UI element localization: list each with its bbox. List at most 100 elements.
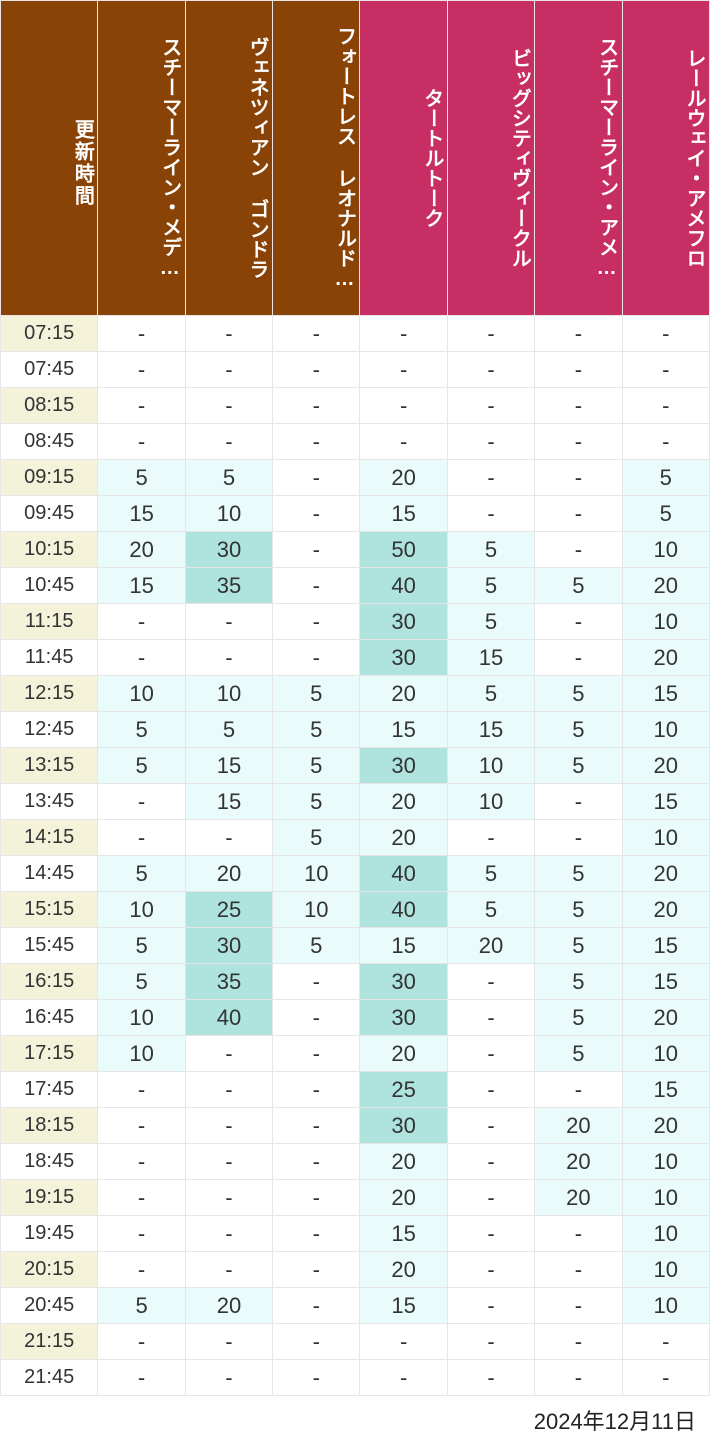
data-cell: 10 bbox=[622, 1288, 709, 1324]
data-cell: - bbox=[447, 1324, 534, 1360]
data-cell: 35 bbox=[185, 568, 272, 604]
data-cell: 5 bbox=[98, 856, 185, 892]
table-row: 10:451535-405520 bbox=[1, 568, 710, 604]
table-row: 16:451040-30-520 bbox=[1, 1000, 710, 1036]
data-cell: - bbox=[535, 316, 622, 352]
time-cell: 08:15 bbox=[1, 388, 98, 424]
data-cell: 10 bbox=[622, 532, 709, 568]
data-cell: 10 bbox=[622, 1180, 709, 1216]
data-cell: 5 bbox=[535, 1036, 622, 1072]
table-row: 13:1551553010520 bbox=[1, 748, 710, 784]
data-cell: 10 bbox=[622, 1036, 709, 1072]
data-cell: 20 bbox=[622, 856, 709, 892]
data-cell: 30 bbox=[185, 928, 272, 964]
data-cell: 10 bbox=[185, 496, 272, 532]
data-cell: - bbox=[273, 424, 360, 460]
data-cell: 5 bbox=[535, 568, 622, 604]
table-body: 07:15-------07:45-------08:15-------08:4… bbox=[1, 316, 710, 1396]
data-cell: 5 bbox=[447, 892, 534, 928]
data-cell: 5 bbox=[535, 928, 622, 964]
data-cell: - bbox=[273, 1036, 360, 1072]
data-cell: - bbox=[185, 1180, 272, 1216]
data-cell: 5 bbox=[185, 460, 272, 496]
time-cell: 13:45 bbox=[1, 784, 98, 820]
data-cell: - bbox=[447, 1252, 534, 1288]
data-cell: - bbox=[185, 352, 272, 388]
data-cell: - bbox=[185, 604, 272, 640]
time-cell: 19:45 bbox=[1, 1216, 98, 1252]
data-cell: - bbox=[185, 1108, 272, 1144]
table-row: 12:455551515510 bbox=[1, 712, 710, 748]
data-cell: - bbox=[98, 640, 185, 676]
data-cell: 30 bbox=[360, 1000, 447, 1036]
data-cell: - bbox=[447, 964, 534, 1000]
data-cell: 30 bbox=[360, 964, 447, 1000]
data-cell: 5 bbox=[273, 820, 360, 856]
data-cell: 15 bbox=[360, 496, 447, 532]
time-cell: 13:15 bbox=[1, 748, 98, 784]
data-cell: - bbox=[622, 1324, 709, 1360]
data-cell: 5 bbox=[273, 784, 360, 820]
data-cell: - bbox=[273, 316, 360, 352]
data-cell: 20 bbox=[447, 928, 534, 964]
data-cell: 10 bbox=[622, 1144, 709, 1180]
data-cell: - bbox=[622, 1360, 709, 1396]
data-cell: 15 bbox=[360, 928, 447, 964]
data-cell: - bbox=[447, 1144, 534, 1180]
data-cell: - bbox=[98, 352, 185, 388]
data-cell: 20 bbox=[360, 1144, 447, 1180]
wait-time-table-container: 更新時間スチーマーライン・メデ…ヴェネツィアン ゴンドラフォートレス レオナルド… bbox=[0, 0, 710, 1442]
data-cell: - bbox=[185, 1324, 272, 1360]
data-cell: - bbox=[360, 352, 447, 388]
data-cell: 10 bbox=[273, 892, 360, 928]
table-row: 14:15--520--10 bbox=[1, 820, 710, 856]
data-cell: - bbox=[98, 1324, 185, 1360]
data-cell: 10 bbox=[98, 892, 185, 928]
data-cell: 15 bbox=[360, 1216, 447, 1252]
time-cell: 20:15 bbox=[1, 1252, 98, 1288]
column-header-4: ビッグシティヴィークル bbox=[447, 1, 534, 316]
table-row: 21:15------- bbox=[1, 1324, 710, 1360]
data-cell: - bbox=[273, 1144, 360, 1180]
data-cell: - bbox=[185, 1360, 272, 1396]
data-cell: - bbox=[535, 424, 622, 460]
data-cell: - bbox=[98, 1180, 185, 1216]
data-cell: 10 bbox=[622, 712, 709, 748]
time-cell: 09:45 bbox=[1, 496, 98, 532]
data-cell: 5 bbox=[98, 460, 185, 496]
data-cell: - bbox=[273, 1108, 360, 1144]
data-cell: 20 bbox=[360, 1180, 447, 1216]
data-cell: - bbox=[360, 424, 447, 460]
column-header-0: スチーマーライン・メデ… bbox=[98, 1, 185, 316]
data-cell: 15 bbox=[360, 712, 447, 748]
data-cell: - bbox=[185, 640, 272, 676]
table-row: 17:45---25--15 bbox=[1, 1072, 710, 1108]
data-cell: 20 bbox=[535, 1180, 622, 1216]
time-cell: 15:45 bbox=[1, 928, 98, 964]
time-cell: 09:15 bbox=[1, 460, 98, 496]
data-cell: - bbox=[185, 1252, 272, 1288]
data-cell: 10 bbox=[622, 1252, 709, 1288]
data-cell: 20 bbox=[360, 820, 447, 856]
data-cell: - bbox=[185, 820, 272, 856]
data-cell: - bbox=[535, 496, 622, 532]
table-row: 19:45---15--10 bbox=[1, 1216, 710, 1252]
data-cell: - bbox=[447, 1072, 534, 1108]
data-cell: - bbox=[98, 1216, 185, 1252]
data-cell: - bbox=[273, 460, 360, 496]
time-cell: 21:45 bbox=[1, 1360, 98, 1396]
column-header-5: スチーマーライン・アメ… bbox=[535, 1, 622, 316]
data-cell: - bbox=[447, 1360, 534, 1396]
data-cell: 5 bbox=[535, 712, 622, 748]
data-cell: - bbox=[98, 784, 185, 820]
data-cell: 5 bbox=[98, 928, 185, 964]
time-cell: 14:15 bbox=[1, 820, 98, 856]
table-row: 12:1510105205515 bbox=[1, 676, 710, 712]
data-cell: - bbox=[622, 316, 709, 352]
data-cell: 25 bbox=[185, 892, 272, 928]
data-cell: 15 bbox=[622, 928, 709, 964]
data-cell: - bbox=[447, 1036, 534, 1072]
data-cell: - bbox=[447, 820, 534, 856]
table-row: 09:451510-15--5 bbox=[1, 496, 710, 532]
data-cell: 30 bbox=[360, 640, 447, 676]
